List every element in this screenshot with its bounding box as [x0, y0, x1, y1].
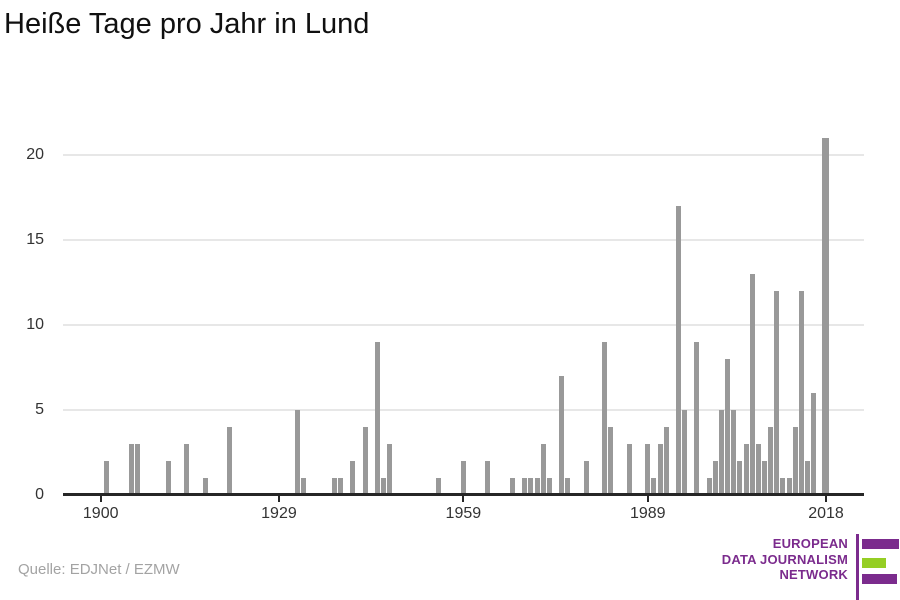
bar-1959	[460, 460, 466, 494]
gridline-y-15	[63, 238, 864, 241]
bar-1970	[528, 477, 534, 494]
logo-line-3: NETWORK	[779, 567, 848, 582]
logo-bar-top	[862, 539, 899, 549]
bar-1990	[651, 477, 657, 494]
y-tick-label-15: 15	[26, 230, 44, 248]
bar-1997	[694, 341, 700, 494]
bar-2009	[768, 426, 774, 494]
bar-1905	[128, 443, 134, 494]
bar-1914	[184, 443, 190, 494]
bar-2015	[805, 460, 811, 494]
x-tick-1900	[99, 495, 102, 502]
x-tick-label-2018: 2018	[808, 505, 844, 522]
x-tick-1989	[646, 495, 649, 502]
y-tick-label-20: 20	[26, 145, 44, 163]
bar-1999	[706, 477, 712, 494]
x-tick-1959	[462, 495, 465, 502]
bar-1955	[436, 477, 442, 494]
bar-2005	[743, 443, 749, 494]
x-tick-label-1929: 1929	[261, 505, 297, 522]
edjnet-logo-text: EUROPEAN DATA JOURNALISM NETWORK	[700, 536, 848, 583]
logo-line-2: DATA JOURNALISM	[721, 551, 848, 567]
bar-2003	[731, 409, 737, 494]
bar-2007	[755, 443, 761, 494]
bar-1911	[165, 460, 171, 494]
bar-1932	[294, 409, 300, 494]
bar-2011	[780, 477, 786, 494]
bar-1989	[645, 443, 651, 494]
bar-1939	[337, 477, 343, 494]
bar-1938	[331, 477, 337, 494]
bar-2002	[725, 358, 731, 494]
bar-1947	[387, 443, 393, 494]
x-tick-2018	[824, 495, 827, 502]
bar-2000	[712, 460, 718, 494]
bar-1992	[663, 426, 669, 494]
bar-1901	[104, 460, 110, 494]
bar-1994	[675, 205, 681, 494]
bar-2013	[792, 426, 798, 494]
bar-1946	[380, 477, 386, 494]
x-tick-label-1989: 1989	[629, 505, 666, 522]
bar-2008	[762, 460, 768, 494]
bar-1973	[546, 477, 552, 494]
bar-2001	[719, 409, 724, 494]
gridline-y-20	[63, 153, 864, 156]
bar-2010	[774, 290, 780, 494]
bar-1982	[602, 341, 608, 494]
logo-vertical-line	[856, 534, 859, 600]
bar-2014	[798, 290, 804, 494]
x-axis-line	[63, 493, 864, 496]
gridline-y-10	[63, 323, 864, 326]
bar-1917	[202, 477, 208, 494]
bar-1933	[301, 477, 307, 494]
bar-1986	[626, 443, 632, 494]
y-tick-label-10: 10	[26, 315, 44, 333]
bar-1967	[510, 477, 516, 494]
edjnet-logo[interactable]: EUROPEAN DATA JOURNALISM NETWORK	[700, 534, 900, 600]
bar-1975	[559, 375, 565, 494]
logo-bar-middle	[862, 558, 886, 568]
y-tick-label-0: 0	[35, 485, 44, 503]
bar-1976	[565, 477, 571, 494]
bar-1945	[374, 341, 380, 494]
x-tick-label-1900: 1900	[82, 505, 119, 522]
bar-1941	[350, 460, 356, 494]
bar-1963	[485, 460, 491, 494]
x-tick-1929	[277, 495, 280, 502]
bar-1943	[362, 426, 368, 494]
bar-1972	[540, 443, 546, 494]
bar-1906	[135, 443, 141, 494]
bar-2016	[811, 392, 817, 494]
bar-1979	[583, 460, 589, 494]
y-tick-label-5: 5	[35, 400, 44, 418]
bar-1995	[682, 409, 688, 494]
bar-1991	[657, 443, 663, 494]
bar-1971	[534, 477, 540, 494]
logo-bar-bottom	[862, 574, 897, 584]
bar-1921	[227, 426, 233, 494]
bar-1969	[522, 477, 528, 494]
chart-title: Heiße Tage pro Jahr in Lund	[4, 8, 370, 40]
bar-2012	[786, 477, 792, 494]
x-tick-label-1959: 1959	[445, 505, 482, 522]
gridline-y-5	[63, 408, 864, 411]
logo-line-1: EUROPEAN	[772, 536, 848, 551]
bar-2004	[737, 460, 743, 494]
bar-2006	[749, 273, 755, 494]
bar-2018	[822, 137, 830, 494]
source-note: Quelle: EDJNet / EZMW	[18, 561, 180, 578]
bar-1983	[608, 426, 614, 494]
